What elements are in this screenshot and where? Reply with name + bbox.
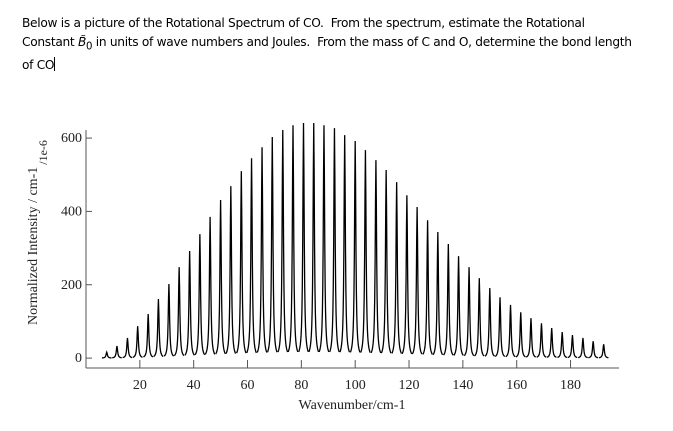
- spectral-line: [505, 304, 516, 358]
- spectral-line: [235, 171, 247, 354]
- spectral-line: [173, 267, 185, 357]
- spectral-line: [225, 186, 237, 354]
- spectral-line: [318, 125, 330, 353]
- spectral-line: [557, 332, 568, 359]
- x-axis-label: Wavenumber/cm-1: [299, 398, 406, 413]
- spectral-line: [453, 256, 464, 356]
- y-axis-label-text: Normalized Intensity / cm-1: [26, 167, 41, 325]
- spectral-line: [391, 182, 403, 354]
- spectral-line: [484, 288, 496, 357]
- spectral-line: [422, 220, 433, 355]
- spectral-line: [298, 123, 309, 353]
- spectral-line: [339, 135, 351, 353]
- spectral-line: [266, 136, 278, 353]
- spectral-line: [349, 140, 361, 353]
- spectral-line: [411, 207, 423, 355]
- y-tick-label: 400: [61, 204, 82, 219]
- spectral-line: [432, 231, 444, 356]
- x-tick-label: 60: [241, 378, 255, 393]
- spectral-line: [163, 284, 175, 357]
- x-tick-label: 100: [345, 378, 366, 393]
- y-axis-label: Normalized Intensity / cm-1/1e-6: [26, 140, 50, 325]
- x-tick-label: 40: [187, 378, 201, 393]
- spectral-line: [370, 160, 382, 354]
- spectral-line: [308, 123, 320, 353]
- x-tick-label: 180: [560, 378, 581, 393]
- spectral-line: [380, 169, 392, 354]
- question-text: Below is a picture of the Rotational Spe…: [22, 14, 632, 75]
- spectral-line: [246, 158, 257, 354]
- x-tick-label: 160: [506, 378, 527, 393]
- subscript: 0: [86, 41, 93, 53]
- spectral-line: [525, 318, 537, 358]
- spectral-line: [577, 337, 588, 359]
- spectral-line: [515, 312, 526, 358]
- x-tick-label: 20: [133, 378, 147, 393]
- spectral-line: [184, 251, 195, 356]
- y-axis-unit: /1e-6: [36, 140, 50, 165]
- spectral-line: [101, 350, 112, 359]
- y-axis-label-group: Normalized Intensity / cm-1/1e-6: [26, 140, 50, 325]
- spectral-line: [463, 267, 475, 357]
- spectral-line: [474, 278, 485, 357]
- y-tick-label: 200: [61, 278, 82, 293]
- spectral-line: [287, 125, 299, 353]
- text-caret: [54, 57, 56, 72]
- spectral-line: [143, 314, 154, 358]
- spectral-line: [194, 234, 206, 356]
- text-line: Below is a picture of the Rotational Spe…: [22, 16, 585, 30]
- x-tick-label: 140: [452, 378, 473, 393]
- spectral-line: [401, 195, 413, 355]
- spectral-line: [132, 326, 143, 358]
- spectral-line: [277, 129, 289, 353]
- spectral-line: [204, 216, 216, 355]
- spectral-line: [215, 200, 226, 355]
- spectral-line: [153, 299, 164, 358]
- spectral-line: [443, 244, 454, 356]
- x-tick-label: 120: [399, 378, 420, 393]
- spectral-line: [360, 150, 371, 353]
- x-tick-label: 80: [294, 378, 308, 393]
- spectral-line: [256, 147, 268, 353]
- spectral-line: [494, 297, 506, 358]
- spectral-line: [536, 323, 547, 358]
- text-line: Constant B̃0 in units of wave numbers an…: [22, 33, 632, 56]
- text: in units of wave numbers and Joules. Fro…: [92, 35, 632, 49]
- text-line: of CO: [22, 56, 632, 75]
- spectral-line: [588, 341, 599, 359]
- text: of CO: [22, 58, 55, 73]
- symbol: B̃: [77, 35, 87, 49]
- spectral-line: [329, 128, 340, 353]
- spectral-line: [598, 344, 609, 359]
- y-tick-label: 0: [75, 351, 82, 366]
- spectral-line: [112, 345, 122, 359]
- spectral-line: [546, 327, 557, 358]
- text: Constant: [22, 35, 78, 49]
- spectral-line: [567, 334, 578, 359]
- spectral-line: [122, 337, 133, 359]
- y-tick-label: 600: [61, 131, 82, 146]
